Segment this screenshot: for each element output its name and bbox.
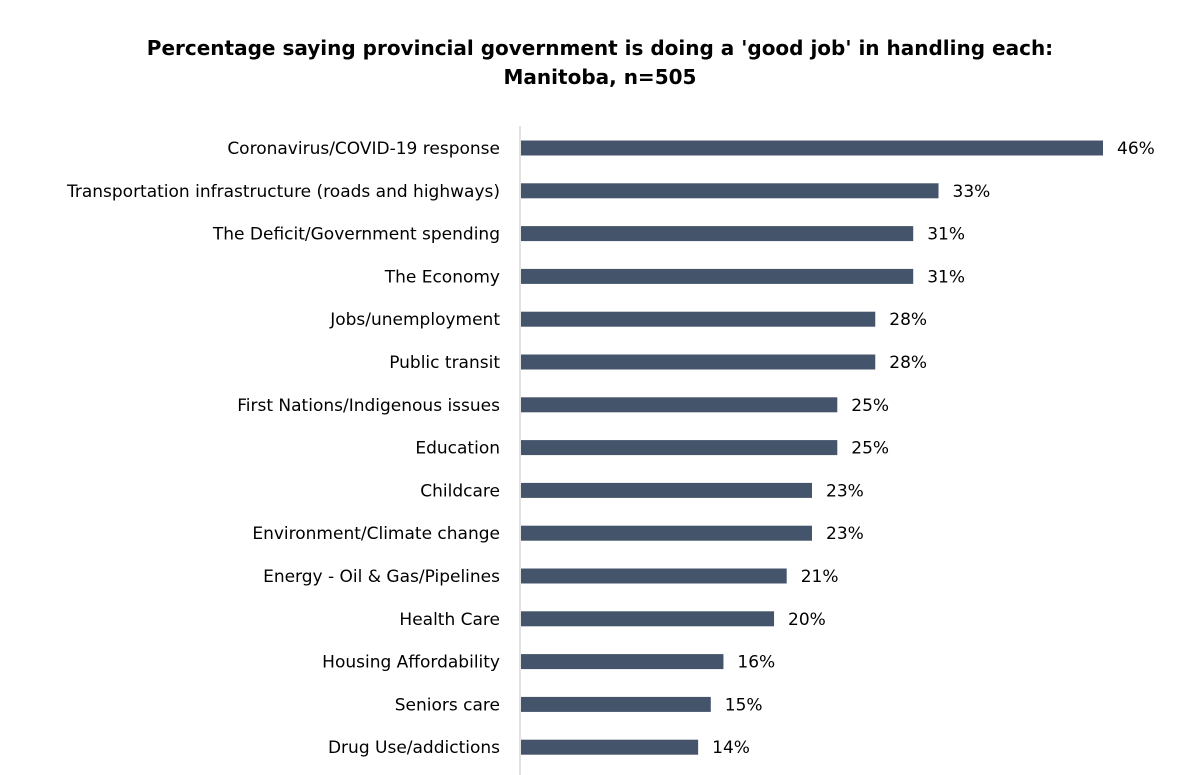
bar <box>521 183 939 199</box>
value-label: 28% <box>889 353 927 373</box>
category-label: Energy - Oil & Gas/Pipelines <box>263 567 500 587</box>
category-label: Drug Use/addictions <box>328 738 500 758</box>
bars-group: Coronavirus/COVID-19 response 46% Transpor… <box>66 139 1155 758</box>
category-label: Coronavirus/COVID-19 response <box>227 139 500 159</box>
chart-title-line-1: Percentage saying provincial government … <box>146 36 1054 60</box>
value-label: 15% <box>725 695 763 715</box>
bar <box>521 397 838 413</box>
category-label: The Deficit/Government spending <box>212 225 500 245</box>
value-label: 20% <box>788 610 826 630</box>
value-label: 46% <box>1117 139 1155 159</box>
category-label: Public transit <box>389 353 500 373</box>
category-label: Housing Affordability <box>322 653 500 673</box>
bar <box>521 525 812 541</box>
bar <box>521 311 876 327</box>
value-label: 16% <box>737 653 775 673</box>
value-label: 31% <box>927 267 965 287</box>
value-label: 28% <box>889 310 927 330</box>
bar <box>521 568 787 584</box>
value-label: 23% <box>826 481 864 501</box>
bar <box>521 654 724 670</box>
bar <box>521 482 812 498</box>
bar <box>521 440 838 456</box>
bar <box>521 354 876 370</box>
value-label: 33% <box>953 182 991 202</box>
category-label: Environment/Climate change <box>252 524 500 544</box>
bar <box>521 611 775 627</box>
value-label: 23% <box>826 524 864 544</box>
bar <box>521 226 914 242</box>
category-label: Childcare <box>420 481 500 501</box>
category-label: Health Care <box>399 610 500 630</box>
value-label: 25% <box>851 439 889 459</box>
value-label: 31% <box>927 225 965 245</box>
bar <box>521 268 914 284</box>
category-label: The Economy <box>384 267 500 287</box>
chart-title-line-2: Manitoba, n=505 <box>503 65 697 89</box>
category-label: First Nations/Indigenous issues <box>237 396 500 416</box>
category-label: Education <box>415 439 500 459</box>
category-label: Transportation infrastructure (roads and… <box>66 182 500 202</box>
value-label: 25% <box>851 396 889 416</box>
category-label: Seniors care <box>395 695 500 715</box>
bar <box>521 739 699 755</box>
bar <box>521 696 711 712</box>
value-label: 21% <box>801 567 839 587</box>
bar <box>521 140 1103 156</box>
chart-title: Percentage saying provincial government … <box>0 34 1200 92</box>
category-label: Jobs/unemployment <box>329 310 500 330</box>
value-label: 14% <box>712 738 750 758</box>
